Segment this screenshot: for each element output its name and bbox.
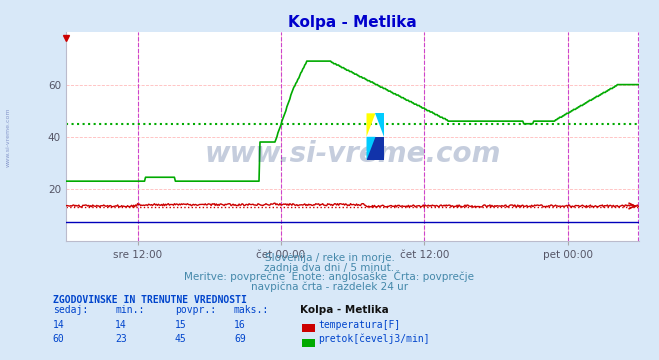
Text: www.si-vreme.com: www.si-vreme.com [204, 140, 501, 167]
Text: 69: 69 [234, 334, 246, 344]
Text: 60: 60 [53, 334, 65, 344]
Text: Meritve: povprečne  Enote: anglosaške  Črta: povprečje: Meritve: povprečne Enote: anglosaške Črt… [185, 270, 474, 283]
Text: www.si-vreme.com: www.si-vreme.com [5, 107, 11, 167]
Text: temperatura[F]: temperatura[F] [318, 320, 401, 330]
Text: 23: 23 [115, 334, 127, 344]
Text: Kolpa - Metlika: Kolpa - Metlika [300, 305, 389, 315]
Text: 15: 15 [175, 320, 186, 330]
Text: min.:: min.: [115, 305, 145, 315]
Text: zadnja dva dni / 5 minut.: zadnja dva dni / 5 minut. [264, 263, 395, 273]
Text: ZGODOVINSKE IN TRENUTNE VREDNOSTI: ZGODOVINSKE IN TRENUTNE VREDNOSTI [53, 295, 246, 305]
Polygon shape [366, 137, 384, 160]
Polygon shape [366, 137, 376, 160]
Polygon shape [366, 113, 376, 137]
Title: Kolpa - Metlika: Kolpa - Metlika [288, 15, 417, 30]
Polygon shape [376, 113, 384, 137]
Text: Slovenija / reke in morje.: Slovenija / reke in morje. [264, 253, 395, 263]
Text: maks.:: maks.: [234, 305, 269, 315]
Text: 16: 16 [234, 320, 246, 330]
Text: pretok[čevelj3/min]: pretok[čevelj3/min] [318, 333, 430, 344]
Text: navpična črta - razdelek 24 ur: navpična črta - razdelek 24 ur [251, 282, 408, 292]
Text: sedaj:: sedaj: [53, 305, 88, 315]
Text: 14: 14 [53, 320, 65, 330]
Text: povpr.:: povpr.: [175, 305, 215, 315]
Text: 45: 45 [175, 334, 186, 344]
Text: 14: 14 [115, 320, 127, 330]
